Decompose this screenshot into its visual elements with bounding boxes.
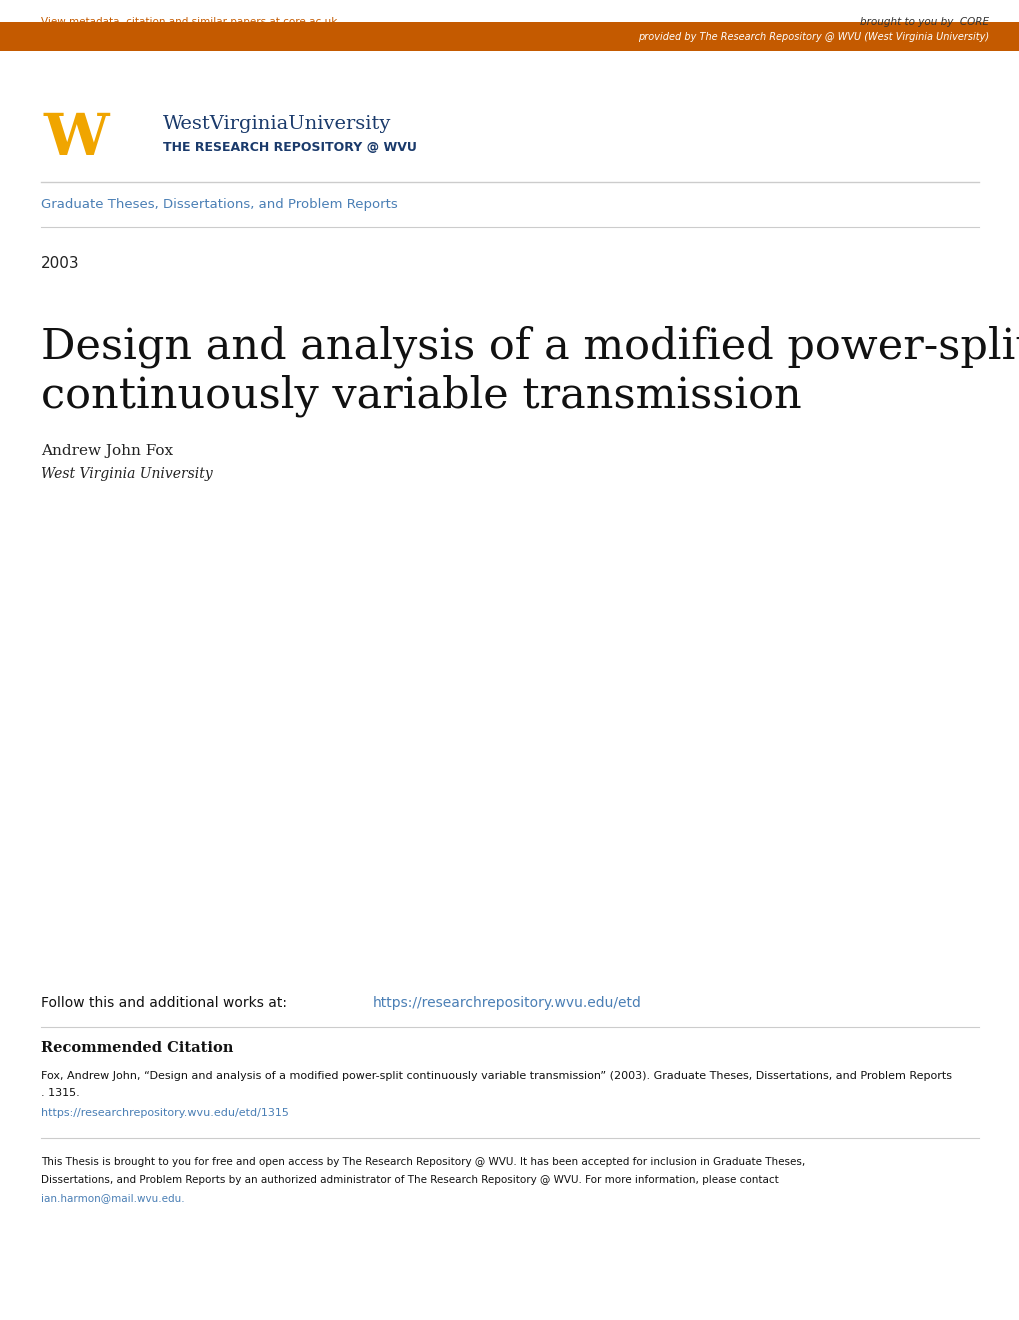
Text: 2003: 2003 — [41, 256, 79, 272]
Text: Graduate Theses, Dissertations, and Problem Reports: Graduate Theses, Dissertations, and Prob… — [41, 198, 397, 211]
Text: . 1315.: . 1315. — [41, 1088, 79, 1098]
Text: https://researchrepository.wvu.edu/etd/1315: https://researchrepository.wvu.edu/etd/1… — [41, 1107, 288, 1118]
Text: provided by The Research Repository @ WVU (West Virginia University): provided by The Research Repository @ WV… — [638, 32, 988, 42]
Text: THE RESEARCH REPOSITORY @ WVU: THE RESEARCH REPOSITORY @ WVU — [163, 141, 417, 154]
Text: WestVirginiaUniversity: WestVirginiaUniversity — [163, 115, 391, 133]
Text: Fox, Andrew John, “Design and analysis of a modified power-split continuously va: Fox, Andrew John, “Design and analysis o… — [41, 1071, 951, 1081]
Text: W: W — [44, 111, 109, 166]
Text: This Thesis is brought to you for free and open access by The Research Repositor: This Thesis is brought to you for free a… — [41, 1156, 804, 1167]
Text: Recommended Citation: Recommended Citation — [41, 1041, 233, 1055]
Bar — [0, 22, 1019, 51]
Text: brought to you by  CORE: brought to you by CORE — [860, 17, 988, 28]
Text: Design and analysis of a modified power-split: Design and analysis of a modified power-… — [41, 326, 1019, 368]
Text: Andrew John Fox: Andrew John Fox — [41, 445, 173, 458]
Text: ian.harmon@mail.wvu.edu.: ian.harmon@mail.wvu.edu. — [41, 1193, 184, 1204]
Text: Dissertations, and Problem Reports by an authorized administrator of The Researc: Dissertations, and Problem Reports by an… — [41, 1175, 777, 1185]
Text: Follow this and additional works at:: Follow this and additional works at: — [41, 997, 290, 1010]
Text: https://researchrepository.wvu.edu/etd: https://researchrepository.wvu.edu/etd — [372, 997, 641, 1010]
Text: West Virginia University: West Virginia University — [41, 467, 212, 480]
Text: continuously variable transmission: continuously variable transmission — [41, 375, 801, 417]
Text: View metadata, citation and similar papers at core.ac.uk: View metadata, citation and similar pape… — [41, 17, 337, 28]
